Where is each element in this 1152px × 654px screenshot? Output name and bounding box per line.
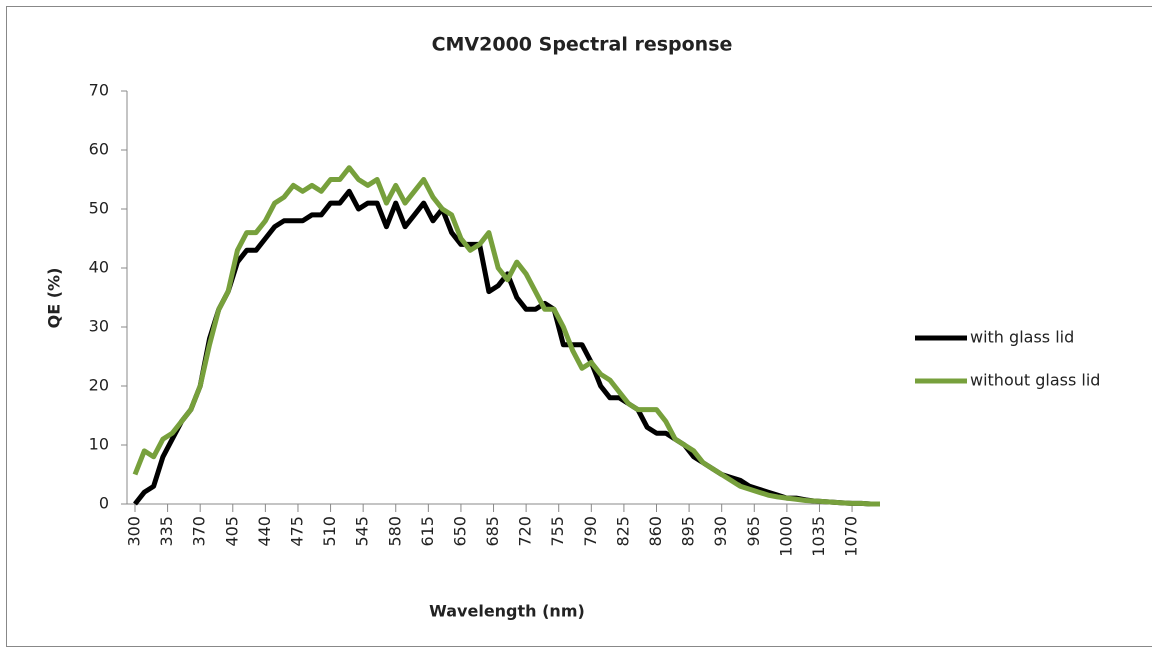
- x-tick-label: 930: [711, 516, 730, 547]
- chart-frame: [7, 7, 1152, 647]
- x-tick-label: 895: [679, 516, 698, 547]
- x-tick-label: 405: [222, 516, 241, 547]
- y-tick-label: 10: [89, 435, 109, 454]
- chart-title: CMV2000 Spectral response: [432, 34, 733, 56]
- x-axis-label: Wavelength (nm): [429, 602, 585, 621]
- legend-label: without glass lid: [970, 371, 1100, 390]
- x-tick-label: 1000: [776, 516, 795, 557]
- x-tick-label: 580: [385, 516, 404, 547]
- y-tick-label: 70: [89, 81, 109, 100]
- x-tick-label: 965: [744, 516, 763, 547]
- x-tick-label: 1035: [809, 516, 828, 557]
- y-tick-label: 20: [89, 376, 109, 395]
- x-tick-label: 370: [190, 516, 209, 547]
- x-tick-label: 790: [581, 516, 600, 547]
- y-tick-label: 50: [89, 199, 109, 218]
- y-tick-label: 40: [89, 258, 109, 277]
- x-tick-label: 510: [320, 516, 339, 547]
- x-tick-label: 300: [125, 516, 144, 547]
- x-tick-label: 685: [483, 516, 502, 547]
- y-tick-label: 0: [99, 494, 109, 513]
- x-tick-label: 825: [613, 516, 632, 547]
- x-tick-label: 475: [287, 516, 306, 547]
- x-tick-label: 335: [157, 516, 176, 547]
- legend-label: with glass lid: [970, 328, 1074, 347]
- x-tick-label: 545: [353, 516, 372, 547]
- x-tick-label: 440: [255, 516, 274, 547]
- x-tick-label: 615: [418, 516, 437, 547]
- x-tick-label: 860: [646, 516, 665, 547]
- y-tick-label: 60: [89, 140, 109, 159]
- x-tick-label: 720: [516, 516, 535, 547]
- x-tick-label: 755: [548, 516, 567, 547]
- x-tick-label: 650: [450, 516, 469, 547]
- y-tick-label: 30: [89, 317, 109, 336]
- y-axis-label: QE (%): [45, 268, 64, 329]
- x-tick-label: 1070: [842, 516, 861, 557]
